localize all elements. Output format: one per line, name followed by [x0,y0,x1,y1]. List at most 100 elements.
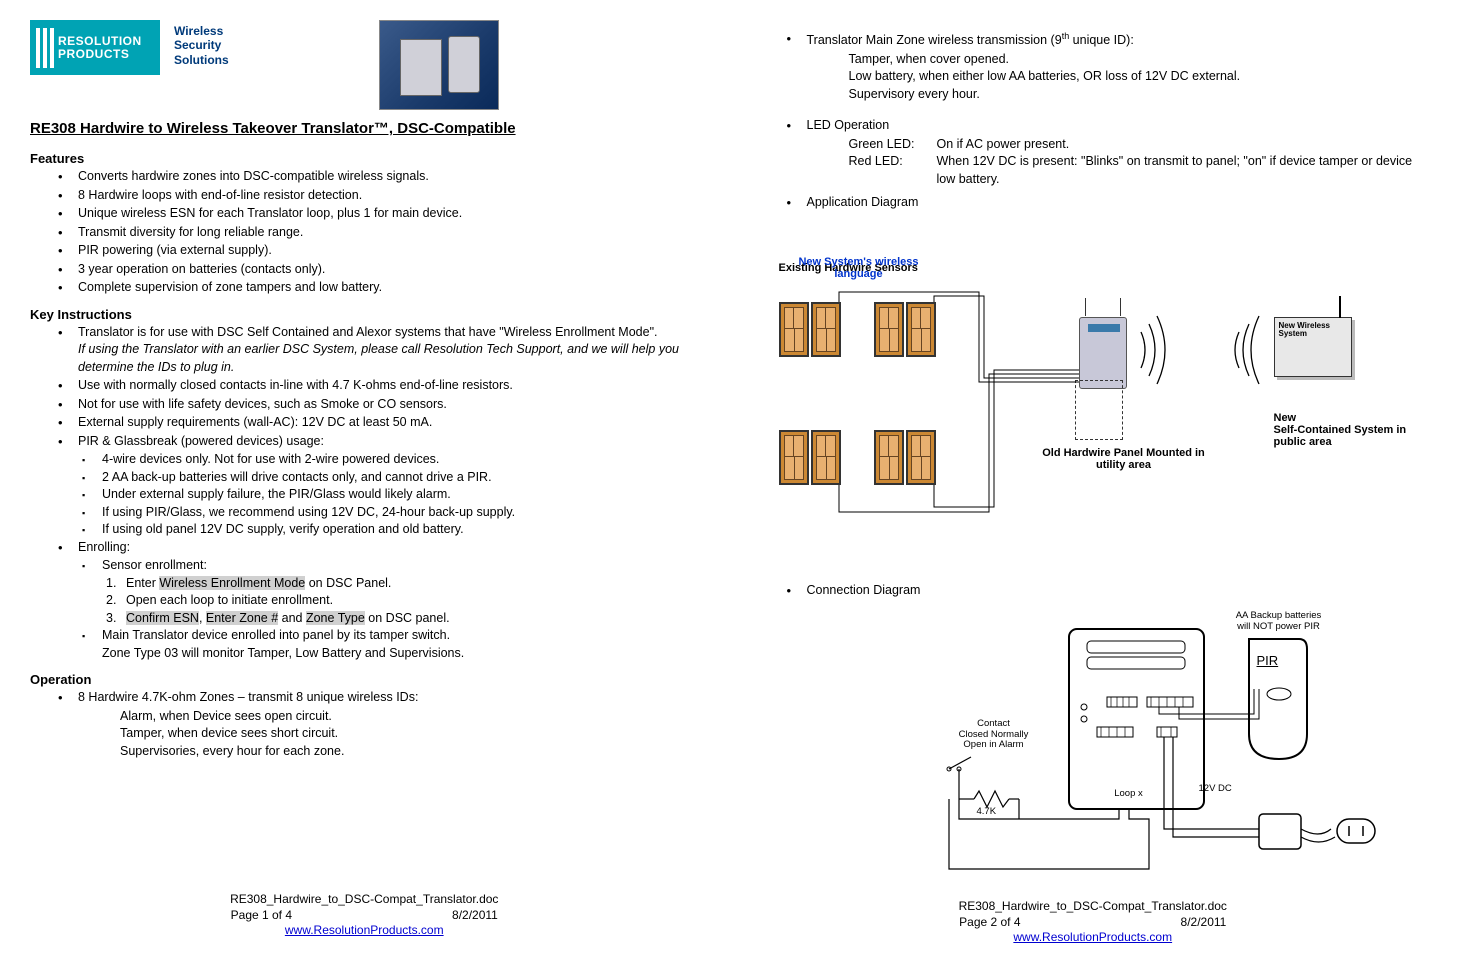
feature-item: 3 year operation on batteries (contacts … [30,261,699,279]
o2b: unique ID): [1069,33,1134,47]
app-diagram-heading: Application Diagram [759,194,1428,212]
keyinstr-item: Enrolling: [30,539,699,557]
i6s2b: Zone Type 03 will monitor Tamper, Low Ba… [102,646,464,660]
logo-bars-icon [36,28,54,68]
i6s2a: Main Translator device enrolled into pan… [102,628,450,642]
footer-page: Page 2 of 4 [959,915,1020,931]
e3b: , [199,611,206,625]
page-2: Translator Main Zone wireless transmissi… [729,0,1457,955]
page-header: RESOLUTION PRODUCTS Wireless Security So… [30,20,699,110]
sub-item: 4-wire devices only. Not for use with 2-… [30,451,699,469]
operation-list-p2: Application Diagram [759,194,1428,212]
operation-heading: Operation [30,672,699,687]
keyinstr-item: Not for use with life safety devices, su… [30,396,699,414]
conn-diagram-heading: Connection Diagram [759,582,1428,600]
feature-item: PIR powering (via external supply). [30,242,699,260]
document-title: RE308 Hardwire to Wireless Takeover Tran… [30,120,699,137]
sub-item: If using PIR/Glass, we recommend using 1… [30,504,699,522]
operation-list-p2: Translator Main Zone wireless transmissi… [759,30,1428,50]
footer-url: www.ResolutionProducts.com [1013,930,1172,944]
aa-text: AA Backup batteries will NOT power PIR [1236,610,1322,631]
op-sub: Low battery, when either low AA batterie… [759,68,1428,86]
enroll-step: 3. Confirm ESN, Enter Zone # and Zone Ty… [30,610,699,628]
keyinstr-heading: Key Instructions [30,307,699,322]
led-row: Red LED: When 12V DC is present: "Blinks… [759,153,1428,188]
keyinstr-item: External supply requirements (wall-AC): … [30,414,699,432]
keyinstr-1b: If using the Translator with an earlier … [78,342,679,374]
footer-doc: RE308_Hardwire_to_DSC-Compat_Translator.… [30,892,699,908]
sub-item: Sensor enrollment: [30,557,699,575]
feature-item: Complete supervision of zone tampers and… [30,279,699,297]
e3f: on DSC panel. [365,611,450,625]
c3: Open in Alarm [963,739,1023,750]
e3e: Zone Type [306,611,365,625]
product-photo [379,20,499,110]
page-1-body: RESOLUTION PRODUCTS Wireless Security So… [30,20,699,892]
e2: Open each loop to initiate enrollment. [126,593,333,607]
tagline-2: Security [174,38,221,52]
conn-heading-list: Connection Diagram [759,582,1428,600]
op-sub: Tamper, when device sees short circuit. [30,725,699,743]
features-list: Converts hardwire zones into DSC-compati… [30,168,699,297]
page-1-footer: RE308_Hardwire_to_DSC-Compat_Translator.… [30,892,699,945]
keyinstr-list2: Enrolling: [30,539,699,557]
tagline-3: Solutions [174,53,229,67]
tagline-1: Wireless [174,24,223,38]
tagline: Wireless Security Solutions [174,24,229,67]
enroll-steps: 1. Enter Wireless Enrollment Mode on DSC… [30,575,699,628]
footer-date: 8/2/2011 [452,908,498,924]
operation-list-p2: LED Operation [759,117,1428,135]
keyinstr-item: Translator is for use with DSC Self Cont… [30,324,699,377]
keyinstr-item: Use with normally closed contacts in-lin… [30,377,699,395]
application-diagram: Existing Hardwire Sensors New System's w… [779,262,1399,562]
feature-item: Unique wireless ESN for each Translator … [30,205,699,223]
c2: Closed Normally [959,729,1029,740]
operation-list: 8 Hardwire 4.7K-ohm Zones – transmit 8 u… [30,689,699,707]
keyinstr-1a: Translator is for use with DSC Self Cont… [78,325,658,339]
operation-item: Translator Main Zone wireless transmissi… [759,30,1428,50]
loop-text: Loop x [1114,788,1143,799]
e3d: and [278,611,306,625]
lbl-aa-backup: AA Backup batteries will NOT power PIR [1229,611,1329,632]
logo-text: RESOLUTION PRODUCTS [58,35,142,60]
op-sub: Alarm, when Device sees open circuit. [30,708,699,726]
led-green-label: Green LED: [849,136,937,154]
sub-item: Main Translator device enrolled into pan… [30,627,699,662]
o2a: Translator Main Zone wireless transmissi… [807,33,1062,47]
e3c: Enter Zone # [206,611,278,625]
feature-item: Transmit diversity for long reliable ran… [30,224,699,242]
feature-item: Converts hardwire zones into DSC-compati… [30,168,699,186]
page-2-footer: RE308_Hardwire_to_DSC-Compat_Translator.… [759,899,1428,952]
sub-item: If using old panel 12V DC supply, verify… [30,521,699,539]
footer-page: Page 1 of 4 [231,908,292,924]
op-sub: Tamper, when cover opened. [759,51,1428,69]
page-1: RESOLUTION PRODUCTS Wireless Security So… [0,0,729,955]
keyinstr-list: Translator is for use with DSC Self Cont… [30,324,699,451]
e1c: on DSC Panel. [305,576,391,590]
e3a: Confirm ESN [126,611,199,625]
operation-item: 8 Hardwire 4.7K-ohm Zones – transmit 8 u… [30,689,699,707]
enroll-sublist: Sensor enrollment: [30,557,699,575]
op-sub: Supervisories, every hour for each zone. [30,743,699,761]
keyinstr-item: PIR & Glassbreak (powered devices) usage… [30,433,699,451]
enroll-step: 2. Open each loop to initiate enrollment… [30,592,699,610]
enroll-sublist2: Main Translator device enrolled into pan… [30,627,699,662]
footer-date: 8/2/2011 [1181,915,1227,931]
lbl-contact: Contact Closed Normally Open in Alarm [949,719,1039,750]
enroll-step: 1. Enter Wireless Enrollment Mode on DSC… [30,575,699,593]
led-red-text: When 12V DC is present: "Blinks" on tran… [937,153,1428,188]
company-logo: RESOLUTION PRODUCTS [30,20,160,75]
conn-svg-icon [859,619,1409,899]
feature-item: 8 Hardwire loops with end-of-line resist… [30,187,699,205]
sub-item: Under external supply failure, the PIR/G… [30,486,699,504]
sub-item: 2 AA back-up batteries will drive contac… [30,469,699,487]
lbl-pir: PIR [1257,654,1279,668]
op-sub: Supervisory every hour. [759,86,1428,104]
connection-diagram: AA Backup batteries will NOT power PIR P… [859,619,1409,899]
led-heading: LED Operation [759,117,1428,135]
lbl-loop: Loop x [1114,789,1144,799]
footer-doc: RE308_Hardwire_to_DSC-Compat_Translator.… [759,899,1428,915]
features-heading: Features [30,151,699,166]
led-row: Green LED: On if AC power present. [759,136,1428,154]
lbl-12vdc: 12V DC [1199,784,1232,794]
